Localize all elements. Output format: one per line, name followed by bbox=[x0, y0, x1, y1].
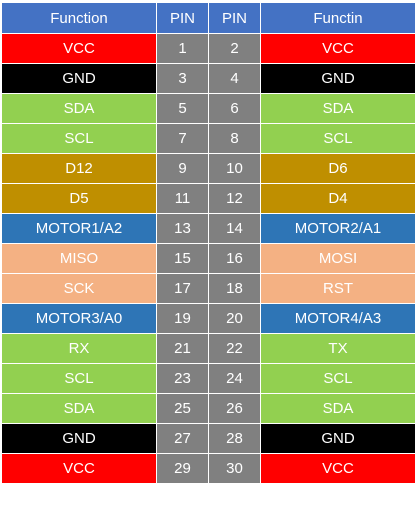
pin-number-left-cell: 17 bbox=[156, 273, 209, 304]
function-left-cell: SCL bbox=[1, 363, 157, 394]
function-left-cell: D5 bbox=[1, 183, 157, 214]
function-right-cell: GND bbox=[260, 63, 416, 94]
table-row: D5 11 12 D4 bbox=[1, 183, 416, 214]
pin-number-left-cell: 1 bbox=[156, 33, 209, 64]
pin-number-left-cell: 7 bbox=[156, 123, 209, 154]
function-right-cell: RST bbox=[260, 273, 416, 304]
pin-number-right-cell: 30 bbox=[208, 453, 261, 484]
function-right-cell: D4 bbox=[260, 183, 416, 214]
function-right-cell: MOTOR2/A1 bbox=[260, 213, 416, 244]
table-row: VCC 1 2 VCC bbox=[1, 33, 416, 64]
function-left-cell: D12 bbox=[1, 153, 157, 184]
function-right-cell: VCC bbox=[260, 33, 416, 64]
function-left-cell: MISO bbox=[1, 243, 157, 274]
pin-number-right-cell: 16 bbox=[208, 243, 261, 274]
function-right-cell: SDA bbox=[260, 93, 416, 124]
function-left-cell: RX bbox=[1, 333, 157, 364]
pin-number-left-cell: 11 bbox=[156, 183, 209, 214]
function-left-cell: SDA bbox=[1, 393, 157, 424]
function-left-cell: VCC bbox=[1, 33, 157, 64]
function-left-cell: SDA bbox=[1, 93, 157, 124]
pin-number-right-cell: 20 bbox=[208, 303, 261, 334]
table-row: GND 27 28 GND bbox=[1, 423, 416, 454]
pin-number-right-cell: 12 bbox=[208, 183, 261, 214]
pin-number-right-cell: 6 bbox=[208, 93, 261, 124]
function-right-cell: VCC bbox=[260, 453, 416, 484]
pin-number-right-cell: 24 bbox=[208, 363, 261, 394]
header-function-left: Function bbox=[1, 2, 157, 34]
pin-number-left-cell: 13 bbox=[156, 213, 209, 244]
function-left-cell: SCK bbox=[1, 273, 157, 304]
table-row: RX 21 22 TX bbox=[1, 333, 416, 364]
pin-number-left-cell: 27 bbox=[156, 423, 209, 454]
table-row: MOTOR3/A0 19 20 MOTOR4/A3 bbox=[1, 303, 416, 334]
header-function-right: Functin bbox=[260, 2, 416, 34]
pin-number-left-cell: 9 bbox=[156, 153, 209, 184]
table-row: SDA 5 6 SDA bbox=[1, 93, 416, 124]
function-right-cell: SDA bbox=[260, 393, 416, 424]
pin-number-left-cell: 3 bbox=[156, 63, 209, 94]
pin-number-right-cell: 18 bbox=[208, 273, 261, 304]
pin-number-right-cell: 22 bbox=[208, 333, 261, 364]
pin-number-left-cell: 15 bbox=[156, 243, 209, 274]
function-left-cell: GND bbox=[1, 423, 157, 454]
function-right-cell: TX bbox=[260, 333, 416, 364]
pin-number-right-cell: 28 bbox=[208, 423, 261, 454]
function-left-cell: MOTOR3/A0 bbox=[1, 303, 157, 334]
table-row: SCL 7 8 SCL bbox=[1, 123, 416, 154]
pin-number-right-cell: 26 bbox=[208, 393, 261, 424]
function-right-cell: MOSI bbox=[260, 243, 416, 274]
pin-number-right-cell: 2 bbox=[208, 33, 261, 64]
pin-number-right-cell: 10 bbox=[208, 153, 261, 184]
pin-number-left-cell: 23 bbox=[156, 363, 209, 394]
function-right-cell: D6 bbox=[260, 153, 416, 184]
table-row: MOTOR1/A2 13 14 MOTOR2/A1 bbox=[1, 213, 416, 244]
table-row: VCC 29 30 VCC bbox=[1, 453, 416, 484]
pinout-table-container: Function PIN PIN Functin VCC 1 2 VCC GND 3 4 GN… bbox=[1, 2, 416, 484]
function-left-cell: MOTOR1/A2 bbox=[1, 213, 157, 244]
header-row: Function PIN PIN Functin bbox=[1, 2, 416, 34]
header-pin-left: PIN bbox=[156, 2, 209, 34]
table-row: SCK 17 18 RST bbox=[1, 273, 416, 304]
function-right-cell: MOTOR4/A3 bbox=[260, 303, 416, 334]
pin-number-left-cell: 5 bbox=[156, 93, 209, 124]
pin-number-right-cell: 14 bbox=[208, 213, 261, 244]
pin-number-left-cell: 25 bbox=[156, 393, 209, 424]
table-row: D12 9 10 D6 bbox=[1, 153, 416, 184]
table-row: SCL 23 24 SCL bbox=[1, 363, 416, 394]
table-row: GND 3 4 GND bbox=[1, 63, 416, 94]
pin-number-left-cell: 29 bbox=[156, 453, 209, 484]
table-row: MISO 15 16 MOSI bbox=[1, 243, 416, 274]
function-left-cell: SCL bbox=[1, 123, 157, 154]
pin-number-left-cell: 19 bbox=[156, 303, 209, 334]
pinout-table: Function PIN PIN Functin VCC 1 2 VCC GND 3 4 GN… bbox=[1, 2, 416, 484]
function-left-cell: GND bbox=[1, 63, 157, 94]
table-header: Function PIN PIN Functin bbox=[1, 2, 416, 34]
table-row: SDA 25 26 SDA bbox=[1, 393, 416, 424]
pin-number-right-cell: 4 bbox=[208, 63, 261, 94]
pin-number-right-cell: 8 bbox=[208, 123, 261, 154]
header-pin-right: PIN bbox=[208, 2, 261, 34]
function-right-cell: GND bbox=[260, 423, 416, 454]
function-right-cell: SCL bbox=[260, 123, 416, 154]
table-body: VCC 1 2 VCC GND 3 4 GND SDA 5 6 SDA SCL 7 8 SCL D12 9 10 D6… bbox=[1, 33, 416, 484]
function-right-cell: SCL bbox=[260, 363, 416, 394]
function-left-cell: VCC bbox=[1, 453, 157, 484]
pin-number-left-cell: 21 bbox=[156, 333, 209, 364]
